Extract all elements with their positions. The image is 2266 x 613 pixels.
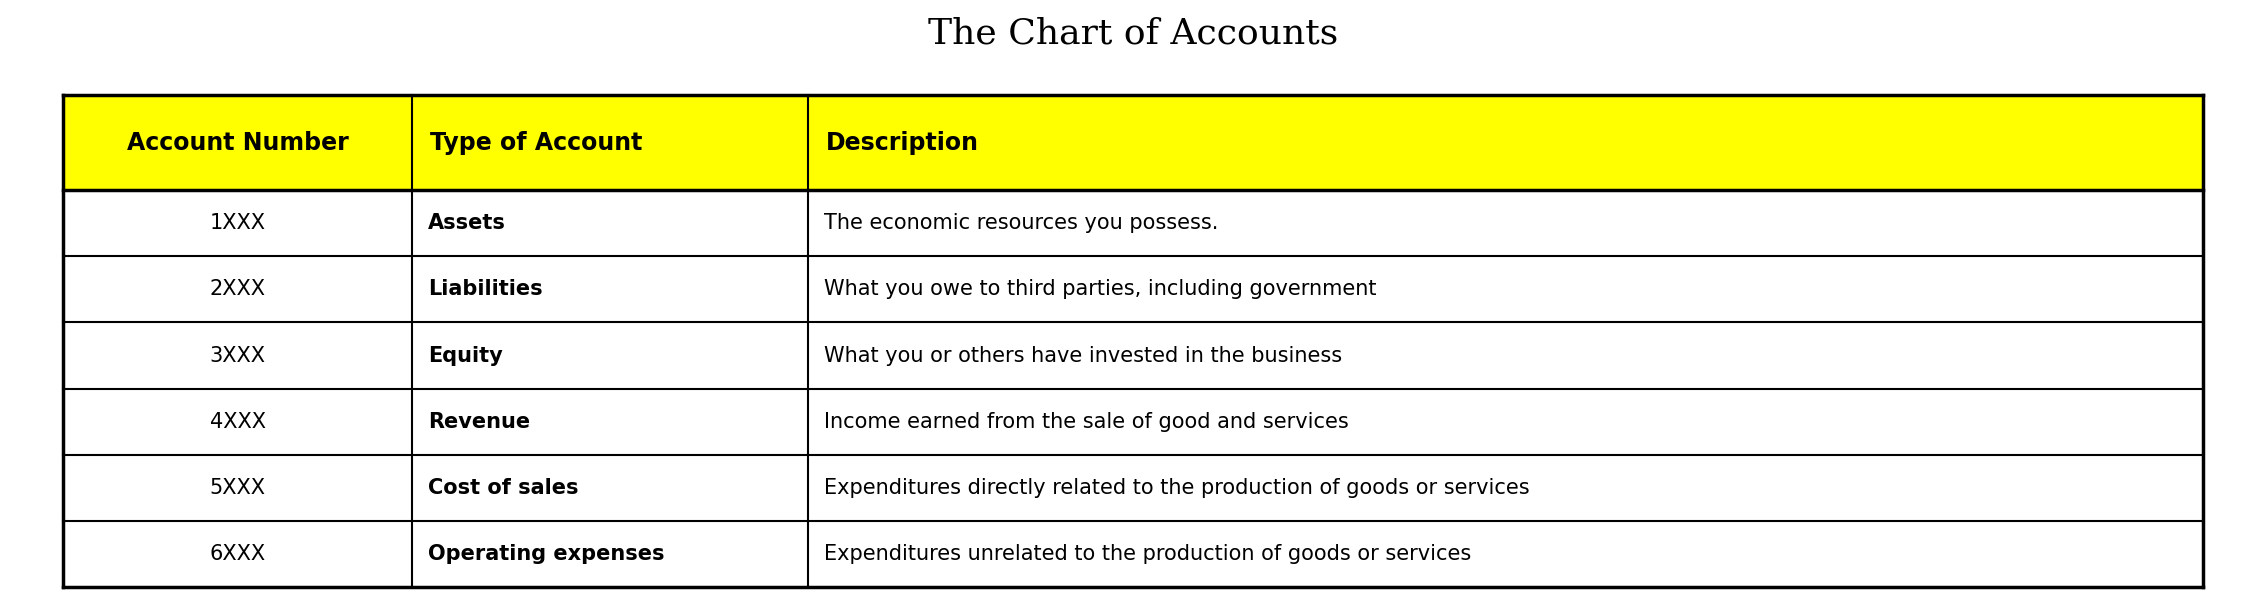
Bar (63, 190, 2203, 256)
Text: The Chart of Accounts: The Chart of Accounts (927, 17, 1339, 51)
Text: 6XXX: 6XXX (211, 544, 265, 564)
Text: Operating expenses: Operating expenses (428, 544, 664, 564)
Bar (63, 256, 2203, 322)
Text: Income earned from the sale of good and services: Income earned from the sale of good and … (825, 412, 1348, 432)
Text: Expenditures unrelated to the production of goods or services: Expenditures unrelated to the production… (825, 544, 1471, 564)
Text: The economic resources you possess.: The economic resources you possess. (825, 213, 1219, 233)
Text: Liabilities: Liabilities (428, 280, 542, 299)
Text: 3XXX: 3XXX (211, 346, 265, 365)
Bar (63, 95, 2203, 190)
Bar (63, 455, 2203, 521)
Bar (63, 389, 2203, 455)
Bar (63, 322, 2203, 389)
Text: Expenditures directly related to the production of goods or services: Expenditures directly related to the pro… (825, 478, 1530, 498)
Text: 1XXX: 1XXX (211, 213, 265, 233)
Text: 2XXX: 2XXX (211, 280, 265, 299)
Text: Revenue: Revenue (428, 412, 530, 432)
Text: 5XXX: 5XXX (211, 478, 265, 498)
Text: Description: Description (827, 131, 979, 154)
Text: Cost of sales: Cost of sales (428, 478, 578, 498)
Text: What you owe to third parties, including government: What you owe to third parties, including… (825, 280, 1375, 299)
Text: Account Number: Account Number (127, 131, 349, 154)
Text: 4XXX: 4XXX (211, 412, 265, 432)
Text: Type of Account: Type of Account (431, 131, 644, 154)
Text: Equity: Equity (428, 346, 503, 365)
Text: What you or others have invested in the business: What you or others have invested in the … (825, 346, 1341, 365)
Text: Assets: Assets (428, 213, 505, 233)
Bar (63, 521, 2203, 587)
